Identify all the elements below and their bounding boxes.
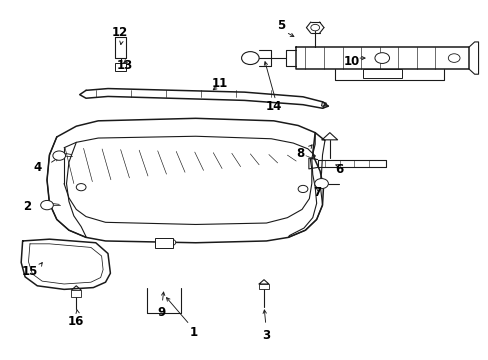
Circle shape bbox=[314, 179, 328, 189]
Circle shape bbox=[241, 51, 259, 64]
Circle shape bbox=[374, 53, 389, 63]
Text: 11: 11 bbox=[212, 77, 228, 90]
Text: 10: 10 bbox=[343, 55, 359, 68]
Text: 16: 16 bbox=[68, 315, 84, 328]
Text: 8: 8 bbox=[296, 147, 304, 159]
Text: 1: 1 bbox=[189, 326, 197, 339]
Bar bbox=[71, 290, 81, 297]
Circle shape bbox=[53, 151, 65, 160]
Text: 2: 2 bbox=[23, 201, 32, 213]
Text: 7: 7 bbox=[313, 186, 321, 199]
Text: 12: 12 bbox=[112, 27, 128, 40]
Circle shape bbox=[298, 185, 307, 193]
Text: 6: 6 bbox=[335, 163, 343, 176]
Text: 13: 13 bbox=[117, 59, 133, 72]
Bar bbox=[115, 63, 126, 71]
Circle shape bbox=[166, 239, 175, 246]
Text: 3: 3 bbox=[262, 329, 270, 342]
Text: 5: 5 bbox=[276, 19, 285, 32]
Text: 4: 4 bbox=[33, 161, 41, 174]
Circle shape bbox=[41, 201, 53, 210]
Text: 9: 9 bbox=[157, 306, 165, 319]
Bar bbox=[362, 69, 401, 78]
Bar bbox=[155, 238, 172, 248]
Text: 14: 14 bbox=[265, 100, 282, 113]
Circle shape bbox=[76, 184, 86, 191]
Circle shape bbox=[310, 24, 319, 31]
Bar bbox=[259, 284, 268, 289]
Circle shape bbox=[447, 54, 459, 62]
Text: 15: 15 bbox=[22, 265, 38, 278]
